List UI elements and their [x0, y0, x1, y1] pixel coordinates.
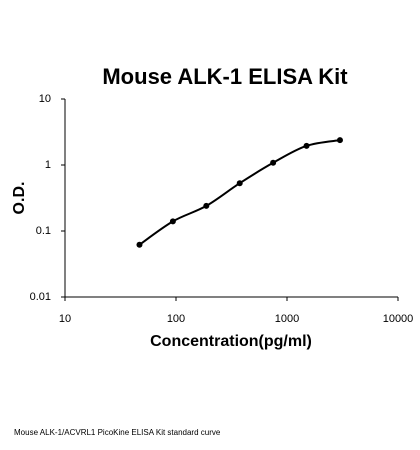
point	[270, 159, 277, 166]
x-axis-label: Concentration(pg/ml)	[150, 333, 312, 350]
y-tick-label: 1	[45, 159, 51, 171]
x-tick-label: 10000	[383, 313, 414, 325]
point	[203, 202, 210, 209]
point	[236, 180, 243, 187]
x-tick-label: 10	[59, 313, 71, 325]
point	[303, 142, 310, 149]
caption: Mouse ALK-1/ACVRL1 PicoKine ELISA Kit st…	[14, 428, 221, 437]
x-tick-label: 1000	[275, 313, 299, 325]
y-tick-label: 0.1	[36, 225, 51, 237]
chart-title: Mouse ALK-1 ELISA Kit	[102, 64, 348, 89]
point	[336, 137, 343, 144]
curve	[138, 139, 341, 246]
point	[136, 241, 143, 248]
point	[169, 218, 176, 225]
y-axis-label: O.D.	[11, 182, 28, 215]
y-tick-label: 10	[39, 93, 51, 105]
x-tick-label: 100	[167, 313, 185, 325]
y-tick-label: 0.01	[30, 291, 51, 303]
